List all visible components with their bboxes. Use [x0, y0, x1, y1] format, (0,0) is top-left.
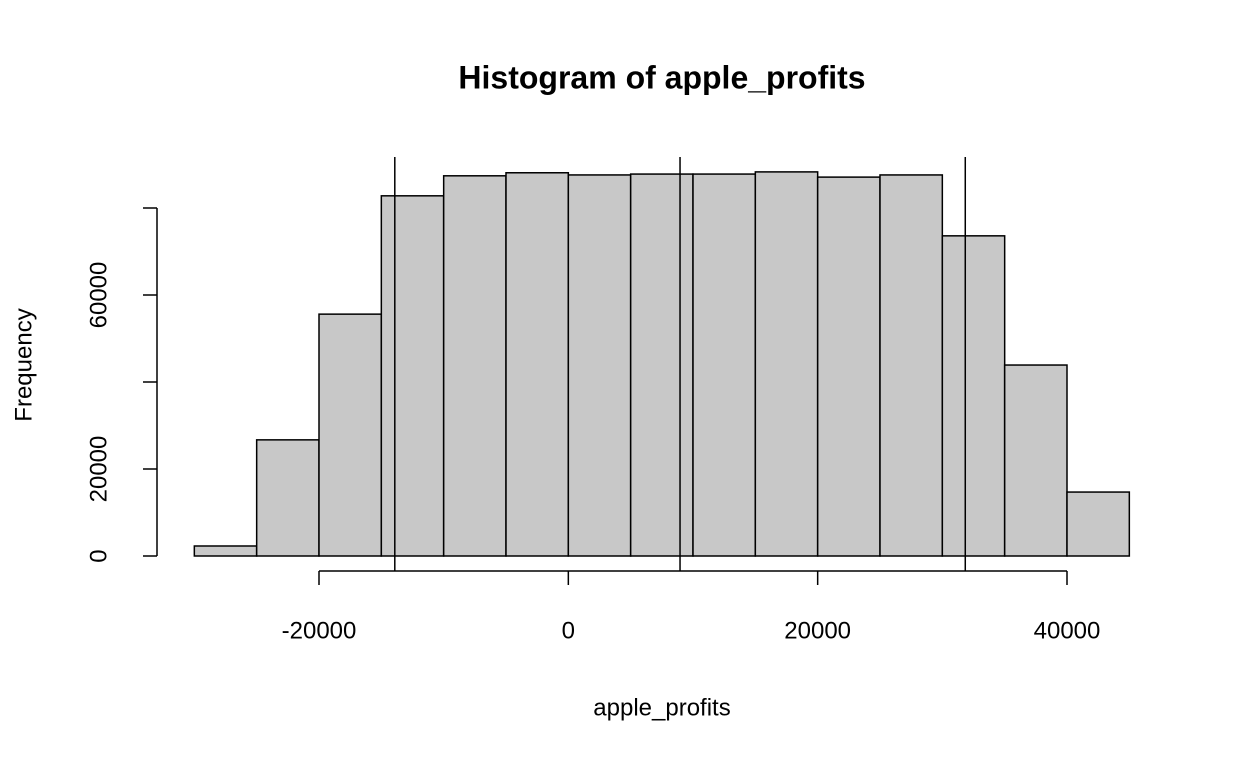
bar [193, 545, 258, 557]
bar [941, 235, 1006, 557]
bar [380, 195, 445, 557]
x-tick-label: 40000 [1034, 617, 1101, 644]
bar [692, 173, 757, 557]
x-tick-label: 20000 [784, 617, 851, 644]
bar [567, 174, 632, 557]
x-axis-label: apple_profits [593, 694, 730, 721]
bar [816, 176, 881, 557]
x-tick-label: -20000 [282, 617, 357, 644]
bar [318, 313, 383, 557]
x-tick-label: 0 [562, 617, 575, 644]
bar [629, 173, 694, 557]
bar [505, 172, 570, 557]
y-tick-label: 20000 [85, 436, 112, 503]
bar [1066, 491, 1131, 557]
y-tick-label: 0 [85, 549, 112, 562]
bar [1003, 364, 1068, 557]
bar [754, 171, 819, 557]
chart-title: Histogram of apple_profits [458, 59, 865, 95]
bar [879, 174, 944, 557]
bar [255, 439, 320, 557]
y-tick-label: 60000 [85, 262, 112, 329]
y-axis-label: Frequency [10, 308, 37, 421]
bar [442, 175, 507, 557]
